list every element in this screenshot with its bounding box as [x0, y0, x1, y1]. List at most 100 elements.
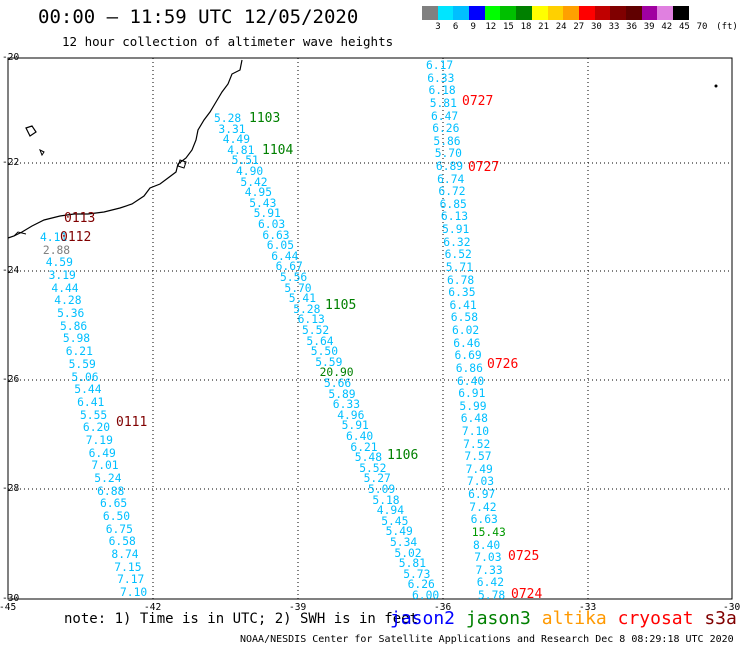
wave-height-value: 6.40	[457, 374, 485, 388]
wave-height-value: 5.41	[288, 292, 317, 306]
island-2	[39, 148, 45, 157]
wave-height-value: 6.03	[258, 218, 286, 231]
wave-height-value: 6.49	[88, 446, 116, 460]
wave-height-value: 5.34	[390, 536, 418, 549]
wave-height-value: 6.97	[468, 488, 496, 501]
wave-height-value: 5.28	[293, 302, 321, 316]
wave-height-value: 3.31	[218, 122, 246, 136]
color-swatch	[625, 6, 642, 20]
wave-height-value: 6.47	[431, 109, 459, 123]
wave-height-value: 4.96	[337, 408, 365, 422]
color-swatch	[610, 6, 626, 20]
latitude-label: -26	[2, 374, 20, 385]
latitude-label: -28	[2, 483, 20, 494]
latitude-label: -24	[2, 265, 20, 276]
legend-jason3: jason3	[465, 608, 531, 629]
wave-height-value: 5.28	[214, 112, 242, 125]
color-swatch	[469, 6, 485, 20]
wave-height-value: 7.10	[461, 425, 490, 438]
wave-height-value: 15.43	[471, 525, 506, 539]
longitude-label: -33	[579, 602, 597, 613]
wave-height-value: 4.49	[222, 133, 251, 147]
color-swatch	[422, 6, 438, 20]
wave-height-value: 7.33	[475, 563, 503, 577]
pass-time-label: 1104	[262, 143, 294, 158]
pass-time-label: 0111	[116, 415, 148, 430]
wave-height-value: 5.91	[442, 223, 470, 236]
wave-height-value: 7.01	[91, 459, 119, 473]
color-scale-tick: 70	[696, 22, 708, 32]
color-swatch	[500, 6, 517, 20]
wave-height-value: 6.48	[460, 412, 488, 426]
legend-altika: altika	[541, 608, 607, 629]
color-scale-tick: 39	[643, 22, 655, 32]
pass-time-label: 1106	[387, 448, 419, 463]
wave-height-value: 6.89	[435, 160, 464, 173]
wave-height-value: 6.13	[440, 210, 469, 224]
color-scale-unit: (ft)	[716, 22, 738, 32]
wave-height-value: 8.74	[111, 548, 139, 561]
wave-height-value: 5.71	[445, 260, 474, 274]
wave-height-value: 6.00	[412, 589, 440, 602]
color-scale-tick: 18	[520, 22, 532, 32]
credit-line: NOAA/NESDIS Center for Satellite Applica…	[240, 634, 734, 645]
latitude-label: -22	[2, 157, 20, 168]
island-4	[714, 84, 718, 88]
pass-time-label: 1105	[325, 298, 357, 313]
wave-height-value: 5.36	[57, 307, 85, 321]
wave-height-value: 4.90	[236, 165, 264, 178]
color-scale-tick: 3	[435, 22, 441, 32]
wave-height-value: 8.40	[473, 538, 501, 552]
color-scale-tick: 33	[608, 22, 620, 32]
color-swatch	[673, 6, 689, 20]
pass-time-label: 0724	[511, 587, 543, 602]
wave-height-value: 5.18	[372, 493, 400, 507]
wave-height-value: 5.86	[433, 134, 461, 148]
wave-height-value: 6.65	[100, 497, 128, 511]
wave-height-value: 6.40	[346, 430, 374, 443]
wave-height-value: 6.21	[350, 440, 378, 454]
pass-time-label: 0727	[462, 94, 494, 109]
wave-height-value: 5.91	[253, 207, 281, 221]
satellite-legend: jason2 jason3 altika cryosat s3a	[390, 608, 737, 629]
wave-height-value: 5.02	[394, 546, 422, 560]
color-scale-tick: 30	[590, 22, 602, 32]
color-scale-tick: 15	[502, 22, 514, 32]
wave-height-value: 6.63	[470, 513, 498, 527]
wave-height-value: 5.99	[459, 399, 487, 413]
wave-height-value: 6.46	[453, 336, 481, 350]
color-swatch	[516, 6, 532, 20]
wave-height-value: 6.91	[458, 387, 486, 401]
coastline	[7, 59, 243, 239]
wave-height-value: 6.21	[65, 345, 93, 359]
wave-height-value: 6.35	[448, 286, 476, 300]
color-swatch	[641, 6, 658, 20]
wave-height-value: 7.42	[469, 500, 497, 514]
wave-height-value: 5.89	[328, 387, 356, 401]
wave-height-value: 5.91	[341, 419, 369, 433]
pass-time-label: 0727	[468, 160, 500, 175]
wave-height-value: 5.43	[249, 196, 277, 210]
wave-height-value: 6.13	[297, 313, 325, 327]
pass-time-label: 0725	[508, 549, 540, 564]
wave-height-value: 6.67	[275, 260, 303, 274]
color-scale-tick: 6	[452, 22, 459, 32]
wave-height-value: 5.98	[62, 332, 91, 346]
color-swatch	[484, 6, 501, 20]
wave-height-value: 7.15	[114, 560, 142, 574]
longitude-label: -30	[723, 602, 740, 613]
wave-height-value: 6.74	[437, 172, 465, 186]
wave-height-value: 6.58	[450, 311, 479, 325]
wave-height-value: 6.02	[452, 324, 480, 337]
pass-time-label: 1103	[249, 111, 281, 126]
wave-height-value: 7.03	[466, 475, 495, 489]
legend-jason2: jason2	[390, 608, 456, 629]
wave-height-value: 5.50	[310, 345, 339, 359]
wave-height-value: 6.44	[271, 249, 299, 263]
wave-height-value: 7.10	[120, 586, 148, 599]
wave-height-value: 6.58	[108, 535, 136, 549]
wave-height-value: 5.59	[68, 357, 96, 371]
longitude-label: -45	[0, 602, 17, 613]
wave-height-value: 4.95	[244, 186, 273, 200]
wave-height-value: 6.72	[438, 185, 466, 199]
